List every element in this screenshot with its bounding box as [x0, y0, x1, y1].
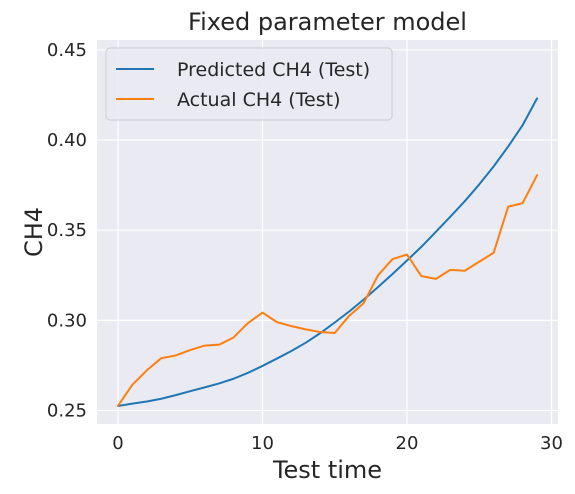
series-line-1 [116, 97, 539, 407]
y-tick-label: 0.35 [47, 220, 87, 241]
x-tick-label: 0 [112, 433, 123, 454]
ticks: 0 10 20 30 0.25 0.30 0.35 0.40 0.45 [47, 40, 563, 454]
y-tick-label: 0.30 [47, 310, 87, 331]
x-tick-label: 10 [251, 433, 274, 454]
chart-title: Fixed parameter model [188, 8, 467, 36]
x-axis-label: Test time [272, 456, 382, 484]
legend: Predicted CH4 (Test) Actual CH4 (Test) [105, 47, 393, 121]
y-axis-label: CH4 [20, 207, 48, 257]
y-tick-label: 0.45 [47, 40, 87, 61]
legend-box [105, 47, 393, 121]
x-tick-label: 20 [396, 433, 419, 454]
legend-label-2: Actual CH4 (Test) [177, 89, 341, 111]
series-layer [116, 97, 539, 407]
y-tick-label: 0.25 [47, 400, 87, 421]
y-tick-label: 0.40 [47, 130, 87, 151]
series-line-2 [116, 174, 539, 407]
legend-label-1: Predicted CH4 (Test) [177, 59, 370, 81]
x-tick-label: 30 [540, 433, 563, 454]
